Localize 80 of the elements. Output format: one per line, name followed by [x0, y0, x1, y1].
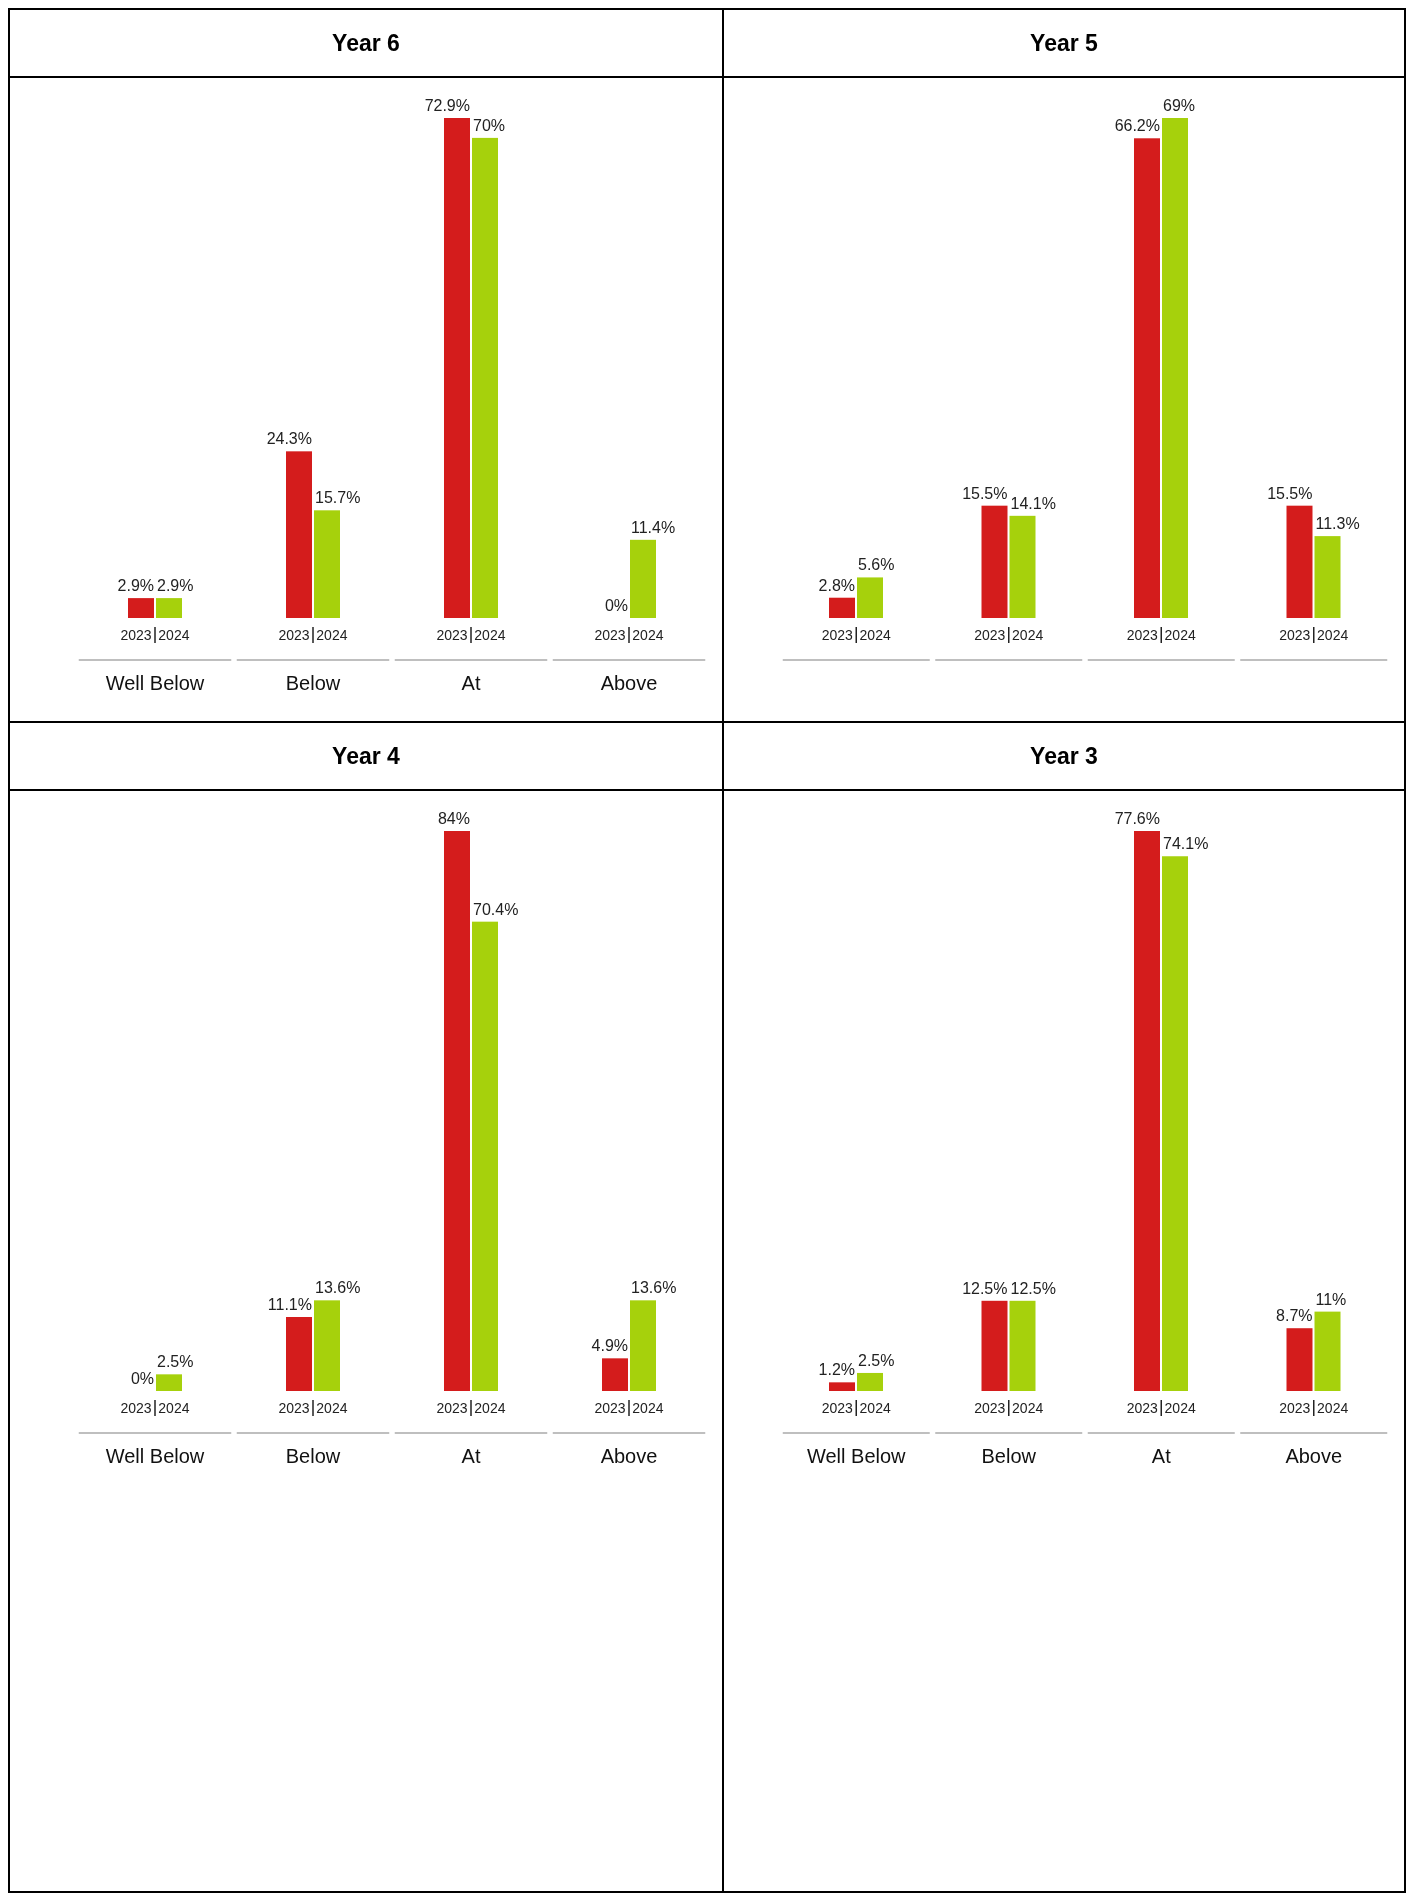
data-label: 2.9%: [117, 577, 154, 595]
text: 2023: [120, 1400, 152, 1416]
data-label: 11%: [1315, 1290, 1347, 1308]
x-tick-label: Below: [285, 672, 341, 694]
data-label: 8.7%: [1276, 1307, 1313, 1325]
data-label: 0%: [130, 1370, 154, 1387]
series-label: 2023: [120, 627, 152, 643]
data-label: 2.8%: [818, 576, 855, 594]
x-tick-label: At: [461, 672, 481, 694]
x-tick-label: Well Below: [105, 1445, 205, 1467]
data-label: 13.6%: [315, 1279, 361, 1297]
text: 2023: [594, 627, 626, 643]
text: 2024: [316, 1400, 348, 1416]
data-label: 74.1%: [1163, 835, 1209, 853]
data-label: 12.5%: [962, 1279, 1008, 1297]
data-label: 15.5%: [1267, 484, 1313, 502]
x-tick-label: Well Below: [806, 1445, 907, 1467]
text: 2023: [436, 627, 468, 643]
text: 2023: [1126, 1400, 1158, 1416]
text: 2023: [594, 1400, 626, 1416]
text: 2024: [632, 1400, 664, 1416]
x-tick-label: Below: [981, 1445, 1037, 1467]
series-label: 2024: [859, 627, 891, 643]
x-tick-label: At: [461, 1445, 481, 1467]
text: 2024: [1164, 1400, 1196, 1416]
data-label: 2.5%: [858, 1351, 895, 1369]
x-tick-label: Below: [285, 1445, 341, 1467]
text: 2023: [278, 627, 310, 643]
x-tick-label: Above: [600, 672, 658, 694]
x-tick-label: Above: [600, 1445, 658, 1467]
chart-title: Year 6: [332, 29, 400, 57]
text: 2024: [316, 627, 348, 643]
x-tick-label: Well Below: [105, 672, 205, 694]
text: 2023: [974, 1400, 1006, 1416]
data-label: 11.1%: [267, 1296, 312, 1313]
text: 2023: [1279, 1400, 1311, 1416]
x-tick-label: Above: [1285, 1445, 1343, 1467]
chart-title: Year 3: [1030, 742, 1098, 770]
series-label: 2024: [859, 1400, 891, 1416]
text: 2023: [1279, 627, 1311, 643]
data-label: 70%: [473, 116, 506, 134]
text: 2024: [1317, 627, 1349, 643]
data-label: 13.6%: [631, 1279, 677, 1297]
data-label: 11.4%: [631, 518, 676, 536]
text: 2024: [1317, 1400, 1349, 1416]
data-label: 5.6%: [858, 556, 895, 574]
series-label: 2023: [821, 1400, 854, 1416]
text: 2024: [632, 627, 664, 643]
text: 2024: [1164, 627, 1196, 643]
text: 2024: [474, 1400, 506, 1416]
series-label: 2024: [158, 1400, 190, 1416]
chart-title: Year 5: [1030, 29, 1098, 57]
series-label: 2024: [158, 627, 190, 643]
data-label: 14.1%: [1010, 494, 1056, 512]
series-label: 2023: [278, 1400, 310, 1416]
data-label: 66.2%: [1114, 117, 1160, 135]
text: 2023: [974, 627, 1006, 643]
chart-title: Year 4: [332, 742, 400, 770]
series-label: 2023: [821, 627, 854, 643]
data-label: 70.4%: [473, 900, 519, 918]
data-label: 11.3%: [1315, 515, 1360, 533]
x-tick-label: At: [1151, 1445, 1172, 1467]
text: 2024: [1012, 1400, 1044, 1416]
data-label: 12.5%: [1010, 1279, 1056, 1297]
data-label: 15.7%: [315, 489, 361, 507]
data-label: 1.2%: [818, 1361, 855, 1379]
data-label: 77.6%: [1114, 810, 1160, 827]
data-label: 15.5%: [962, 484, 1008, 502]
data-label: 24.3%: [266, 430, 312, 448]
text: 2024: [474, 627, 506, 643]
data-label: 2.5%: [157, 1353, 194, 1371]
data-label: 84%: [437, 810, 470, 827]
data-label: 4.9%: [591, 1337, 628, 1355]
text: 2024: [1012, 627, 1044, 643]
data-label: 2.9%: [157, 577, 194, 595]
text: 2023: [1126, 627, 1158, 643]
data-label: 72.9%: [424, 97, 470, 114]
data-label: 0%: [604, 597, 628, 614]
data-label: 69%: [1163, 97, 1196, 114]
text: 2023: [436, 1400, 468, 1416]
